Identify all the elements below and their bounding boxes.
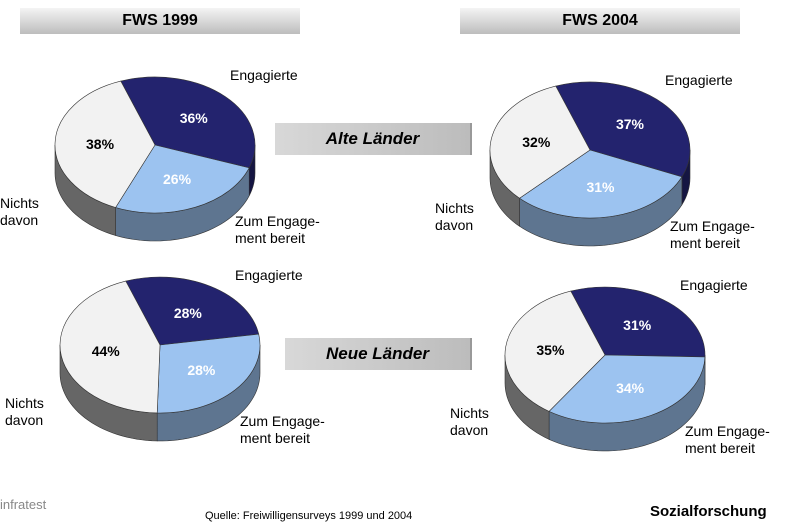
source: Quelle: Freiwilligensurveys 1999 und 200… [205,510,413,522]
row-header: Alte Länder [275,123,472,155]
value-label: 36% [179,110,208,127]
column-header: FWS 2004 [460,8,740,34]
value-label: 35% [536,342,565,359]
slice [548,354,706,424]
category-label: Zum Engage- ment bereit [240,413,325,446]
value-label: 26% [163,171,192,188]
slice [54,80,156,208]
category-label: Zum Engage- ment bereit [235,213,320,246]
value-label: 28% [187,361,216,378]
category-label: Engagierte [230,67,298,83]
value-label: 28% [173,304,202,321]
slice [115,144,250,214]
slice [125,276,260,346]
slice [504,290,606,412]
row-header: Neue Länder [285,338,472,370]
value-label: 31% [623,316,652,333]
value-label: 32% [522,133,551,150]
slice [156,333,261,414]
slice [120,76,256,169]
category-label: Zum Engage- ment bereit [670,218,755,251]
category-label: Zum Engage- ment bereit [685,423,770,456]
slice [59,280,161,414]
value-label: 34% [616,380,645,397]
value-label: 31% [586,178,615,195]
column-header: FWS 1999 [20,8,300,34]
brand: Sozialforschung [650,503,767,520]
category-label: Nichts davon [435,200,474,233]
slice [519,149,683,219]
slice [555,81,691,178]
slice [489,85,591,199]
category-label: Nichts davon [450,405,489,438]
logo: infratest [0,497,47,512]
value-label: 38% [86,135,115,152]
category-label: Engagierte [235,267,303,283]
category-label: Engagierte [680,277,748,293]
value-label: 37% [615,116,644,133]
category-label: Nichts davon [0,195,39,228]
slice [570,286,706,358]
value-label: 44% [91,342,120,359]
category-label: Engagierte [665,72,733,88]
category-label: Nichts davon [5,395,44,428]
